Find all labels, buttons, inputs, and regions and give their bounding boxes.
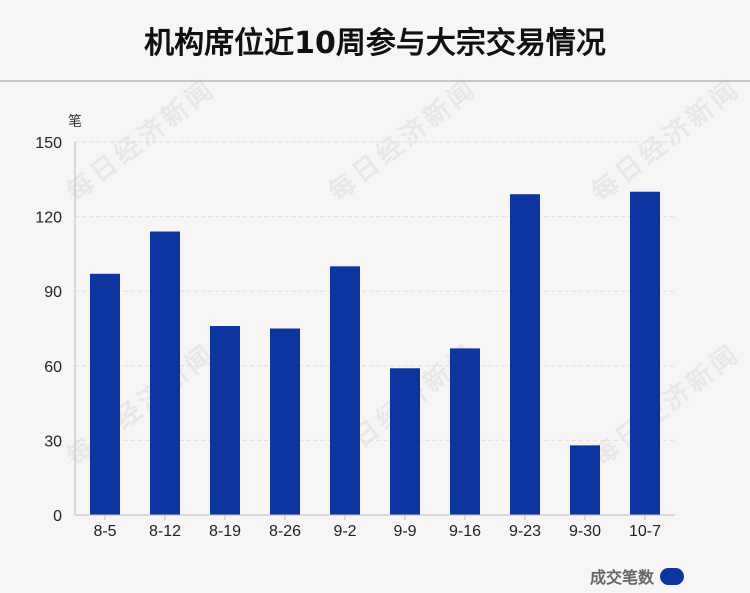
legend-label: 成交笔数 <box>589 568 654 587</box>
y-tick-label: 120 <box>35 210 62 227</box>
x-tick-label: 9-2 <box>333 523 356 540</box>
legend: 成交笔数 <box>590 564 684 588</box>
x-tick-label: 9-9 <box>393 523 416 540</box>
y-tick-label: 90 <box>44 284 62 301</box>
bar <box>330 266 360 515</box>
title-divider <box>0 80 750 82</box>
x-tick-label: 8-26 <box>269 523 301 540</box>
y-tick-label: 0 <box>53 508 62 525</box>
x-tick-label: 8-5 <box>93 523 116 540</box>
y-tick-label: 150 <box>35 135 62 152</box>
y-axis-unit: 笔 <box>68 114 82 130</box>
x-tick-label: 10-7 <box>629 523 661 540</box>
bar <box>150 231 180 515</box>
bar <box>630 191 660 515</box>
x-tick-label: 9-23 <box>509 523 541 540</box>
x-tick-label: 9-16 <box>449 523 481 540</box>
y-tick-label: 30 <box>44 433 62 450</box>
chart-title: 机构席位近10周参与大宗交易情况 <box>144 26 606 61</box>
bar <box>270 328 300 515</box>
legend-swatch <box>660 567 684 585</box>
x-tick-label: 9-30 <box>569 523 601 540</box>
bar <box>570 445 600 515</box>
x-tick-label: 8-19 <box>209 523 241 540</box>
bar <box>510 194 540 515</box>
bar <box>450 348 480 515</box>
y-tick-label: 60 <box>44 359 62 376</box>
bar <box>390 368 420 515</box>
x-tick-label: 8-12 <box>149 523 181 540</box>
bar <box>90 273 120 515</box>
bar <box>210 326 240 515</box>
